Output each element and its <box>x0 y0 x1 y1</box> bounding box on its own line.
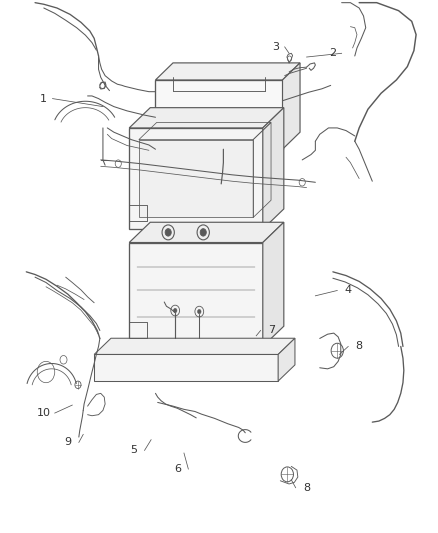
Polygon shape <box>278 338 295 381</box>
Polygon shape <box>129 128 263 229</box>
Polygon shape <box>129 108 284 128</box>
Polygon shape <box>155 80 283 149</box>
Text: 8: 8 <box>303 483 310 492</box>
Text: 3: 3 <box>272 42 279 52</box>
Circle shape <box>165 229 171 236</box>
Polygon shape <box>263 108 284 229</box>
Circle shape <box>173 309 177 313</box>
Polygon shape <box>263 222 284 346</box>
Circle shape <box>197 225 209 240</box>
Polygon shape <box>155 63 300 80</box>
Circle shape <box>281 467 293 482</box>
Text: 10: 10 <box>37 408 51 418</box>
Text: 2: 2 <box>329 49 336 58</box>
Polygon shape <box>129 243 263 346</box>
Polygon shape <box>139 140 253 217</box>
Text: 6: 6 <box>174 464 181 474</box>
Circle shape <box>198 310 201 314</box>
Text: 5: 5 <box>130 446 137 455</box>
Circle shape <box>200 229 206 236</box>
Polygon shape <box>94 338 295 354</box>
Text: 1: 1 <box>40 94 47 103</box>
Circle shape <box>162 225 174 240</box>
Circle shape <box>180 126 183 130</box>
Text: 7: 7 <box>268 326 275 335</box>
Text: 9: 9 <box>64 438 71 447</box>
Text: 8: 8 <box>356 342 363 351</box>
Polygon shape <box>283 63 300 149</box>
Polygon shape <box>94 354 278 381</box>
Polygon shape <box>129 222 284 243</box>
Text: 4: 4 <box>345 286 352 295</box>
Circle shape <box>331 343 343 358</box>
